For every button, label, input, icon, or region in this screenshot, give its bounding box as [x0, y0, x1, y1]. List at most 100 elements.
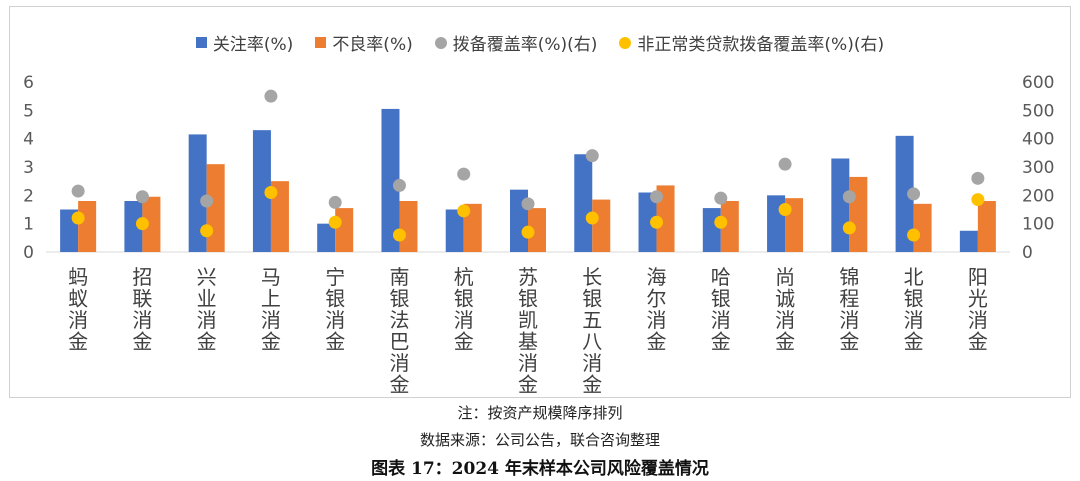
- x-tick-label: 锦程消金: [839, 265, 859, 354]
- figure-title: 图表 17：2024 年末样本公司风险覆盖情况: [371, 459, 709, 479]
- dot-nonnormal-provision-coverage: [650, 215, 664, 229]
- dot-nonnormal-provision-coverage: [392, 228, 406, 242]
- chart-note: 注：按资产规模降序排列: [457, 404, 623, 422]
- dot-nonnormal-provision-coverage: [585, 211, 599, 225]
- dot-nonnormal-provision-coverage: [200, 224, 214, 238]
- dot-nonnormal-provision-coverage: [71, 211, 85, 225]
- dot-provision-coverage: [135, 190, 149, 204]
- dot-provision-coverage: [521, 197, 535, 211]
- bar-attention-rate: [317, 223, 336, 252]
- bar-npl-rate: [977, 201, 996, 252]
- legend-label: 关注率(%): [212, 35, 294, 55]
- dot-nonnormal-provision-coverage: [971, 193, 985, 207]
- dot-provision-coverage: [971, 171, 985, 185]
- y-left-tick-label: 5: [23, 101, 34, 121]
- x-tick-label: 海尔消金: [647, 265, 667, 354]
- y-left-tick-label: 6: [23, 73, 34, 93]
- bar-npl-rate: [720, 201, 739, 252]
- bar-npl-rate: [528, 208, 546, 252]
- x-tick-label: 蚂蚁消金: [68, 265, 88, 354]
- bar-npl-rate: [335, 208, 354, 252]
- dot-nonnormal-provision-coverage: [778, 203, 792, 216]
- dot-provision-coverage: [328, 195, 342, 209]
- y-right-tick-label: 300: [1022, 158, 1054, 178]
- bar-attention-rate: [702, 208, 721, 252]
- dot-nonnormal-provision-coverage: [842, 221, 856, 235]
- x-tick-label: 哈银消金: [711, 265, 731, 354]
- x-tick-label: 杭银消金: [454, 265, 474, 354]
- dot-nonnormal-provision-coverage: [328, 215, 342, 229]
- y-right-tick-label: 600: [1022, 73, 1054, 93]
- dot-nonnormal-provision-coverage: [457, 204, 471, 218]
- bar-attention-rate: [638, 192, 657, 252]
- legend-label: 非正常类贷款拨备覆盖率(%)(右): [637, 35, 885, 55]
- dot-provision-coverage: [585, 149, 599, 163]
- y-left-tick-label: 0: [23, 243, 34, 263]
- bar-npl-rate: [78, 201, 97, 252]
- y-left-tick-label: 2: [23, 186, 34, 206]
- x-tick-label: 招联消金: [132, 265, 152, 354]
- chart-plot: 0 1 2 3 4 5 6 0 100 200 300 400 500 600 蚂蚁消金 招联消金 兴业消金 马上…: [23, 73, 1054, 397]
- bar-npl-rate: [142, 196, 161, 252]
- bar-attention-rate: [188, 134, 207, 252]
- legend-item: 关注率(%): [195, 30, 294, 55]
- dot-nonnormal-provision-coverage: [714, 215, 728, 229]
- y-right-tick-label: 200: [1022, 186, 1054, 206]
- legend-item: 拨备覆盖率(%)(右): [434, 30, 597, 55]
- data-source: 数据来源：公司公告，联合咨询整理: [419, 431, 660, 449]
- bar-npl-rate: [592, 199, 611, 252]
- dot-nonnormal-provision-coverage: [521, 225, 535, 239]
- legend-dot-icon: [434, 36, 447, 49]
- legend-square-icon: [195, 37, 207, 48]
- y-left-tick-label: 3: [23, 158, 34, 178]
- dot-provision-coverage: [714, 191, 728, 205]
- bar-attention-rate: [445, 209, 464, 252]
- y-right-tick-label: 500: [1022, 101, 1054, 121]
- dot-provision-coverage: [842, 190, 856, 204]
- y-right-tick-label: 100: [1022, 215, 1054, 235]
- x-tick-label: 宁银消金: [325, 265, 345, 354]
- bar-npl-rate: [399, 201, 418, 252]
- x-tick-label: 长银五八消金: [582, 265, 602, 397]
- bar-attention-rate: [831, 158, 850, 252]
- dot-provision-coverage: [457, 167, 471, 181]
- x-tick-label: 阳光消金: [968, 265, 988, 354]
- x-tick-label: 兴业消金: [197, 265, 217, 354]
- legend-square-icon: [315, 37, 327, 48]
- dot-provision-coverage: [392, 178, 406, 192]
- bar-npl-rate: [463, 203, 482, 252]
- x-tick-label: 北银消金: [904, 265, 924, 354]
- bar-npl-rate: [913, 203, 932, 252]
- chart-frame: [9, 6, 1071, 398]
- bar-npl-rate: [270, 181, 289, 252]
- dot-provision-coverage: [264, 89, 278, 103]
- x-tick-label: 马上消金: [261, 265, 281, 354]
- x-tick-label: 南银法巴消金: [389, 265, 409, 397]
- dot-provision-coverage: [650, 190, 664, 204]
- dot-provision-coverage: [778, 157, 792, 171]
- dot-provision-coverage: [200, 194, 214, 208]
- y-right-tick-label: 0: [1022, 243, 1033, 263]
- dot-nonnormal-provision-coverage: [907, 228, 921, 242]
- dot-nonnormal-provision-coverage: [264, 186, 278, 199]
- dot-provision-coverage: [71, 184, 85, 198]
- y-left-tick-label: 4: [23, 130, 34, 150]
- dot-nonnormal-provision-coverage: [135, 217, 149, 231]
- legend-item: 不良率(%): [315, 30, 413, 55]
- bar-attention-rate: [252, 130, 271, 252]
- bar-attention-rate: [124, 201, 143, 252]
- bar-npl-rate: [206, 164, 225, 252]
- x-tick-label: 苏银凯基消金: [518, 265, 538, 397]
- legend-label: 不良率(%): [332, 35, 413, 55]
- x-tick-label: 尚诚消金: [775, 265, 795, 354]
- bar-npl-rate: [849, 176, 868, 252]
- chart-legend: 关注率(%) 不良率(%) 拨备覆盖率(%)(右) 非正常类贷款拨备覆盖率(%)(右): [0, 30, 1080, 55]
- bar-attention-rate: [895, 135, 914, 252]
- y-left-tick-label: 1: [23, 215, 34, 235]
- bar-attention-rate: [959, 230, 978, 252]
- legend-dot-icon: [619, 36, 632, 49]
- bar-attention-rate: [574, 154, 593, 252]
- dot-provision-coverage: [907, 187, 921, 201]
- bar-npl-rate: [656, 185, 675, 252]
- bar-attention-rate: [381, 108, 400, 253]
